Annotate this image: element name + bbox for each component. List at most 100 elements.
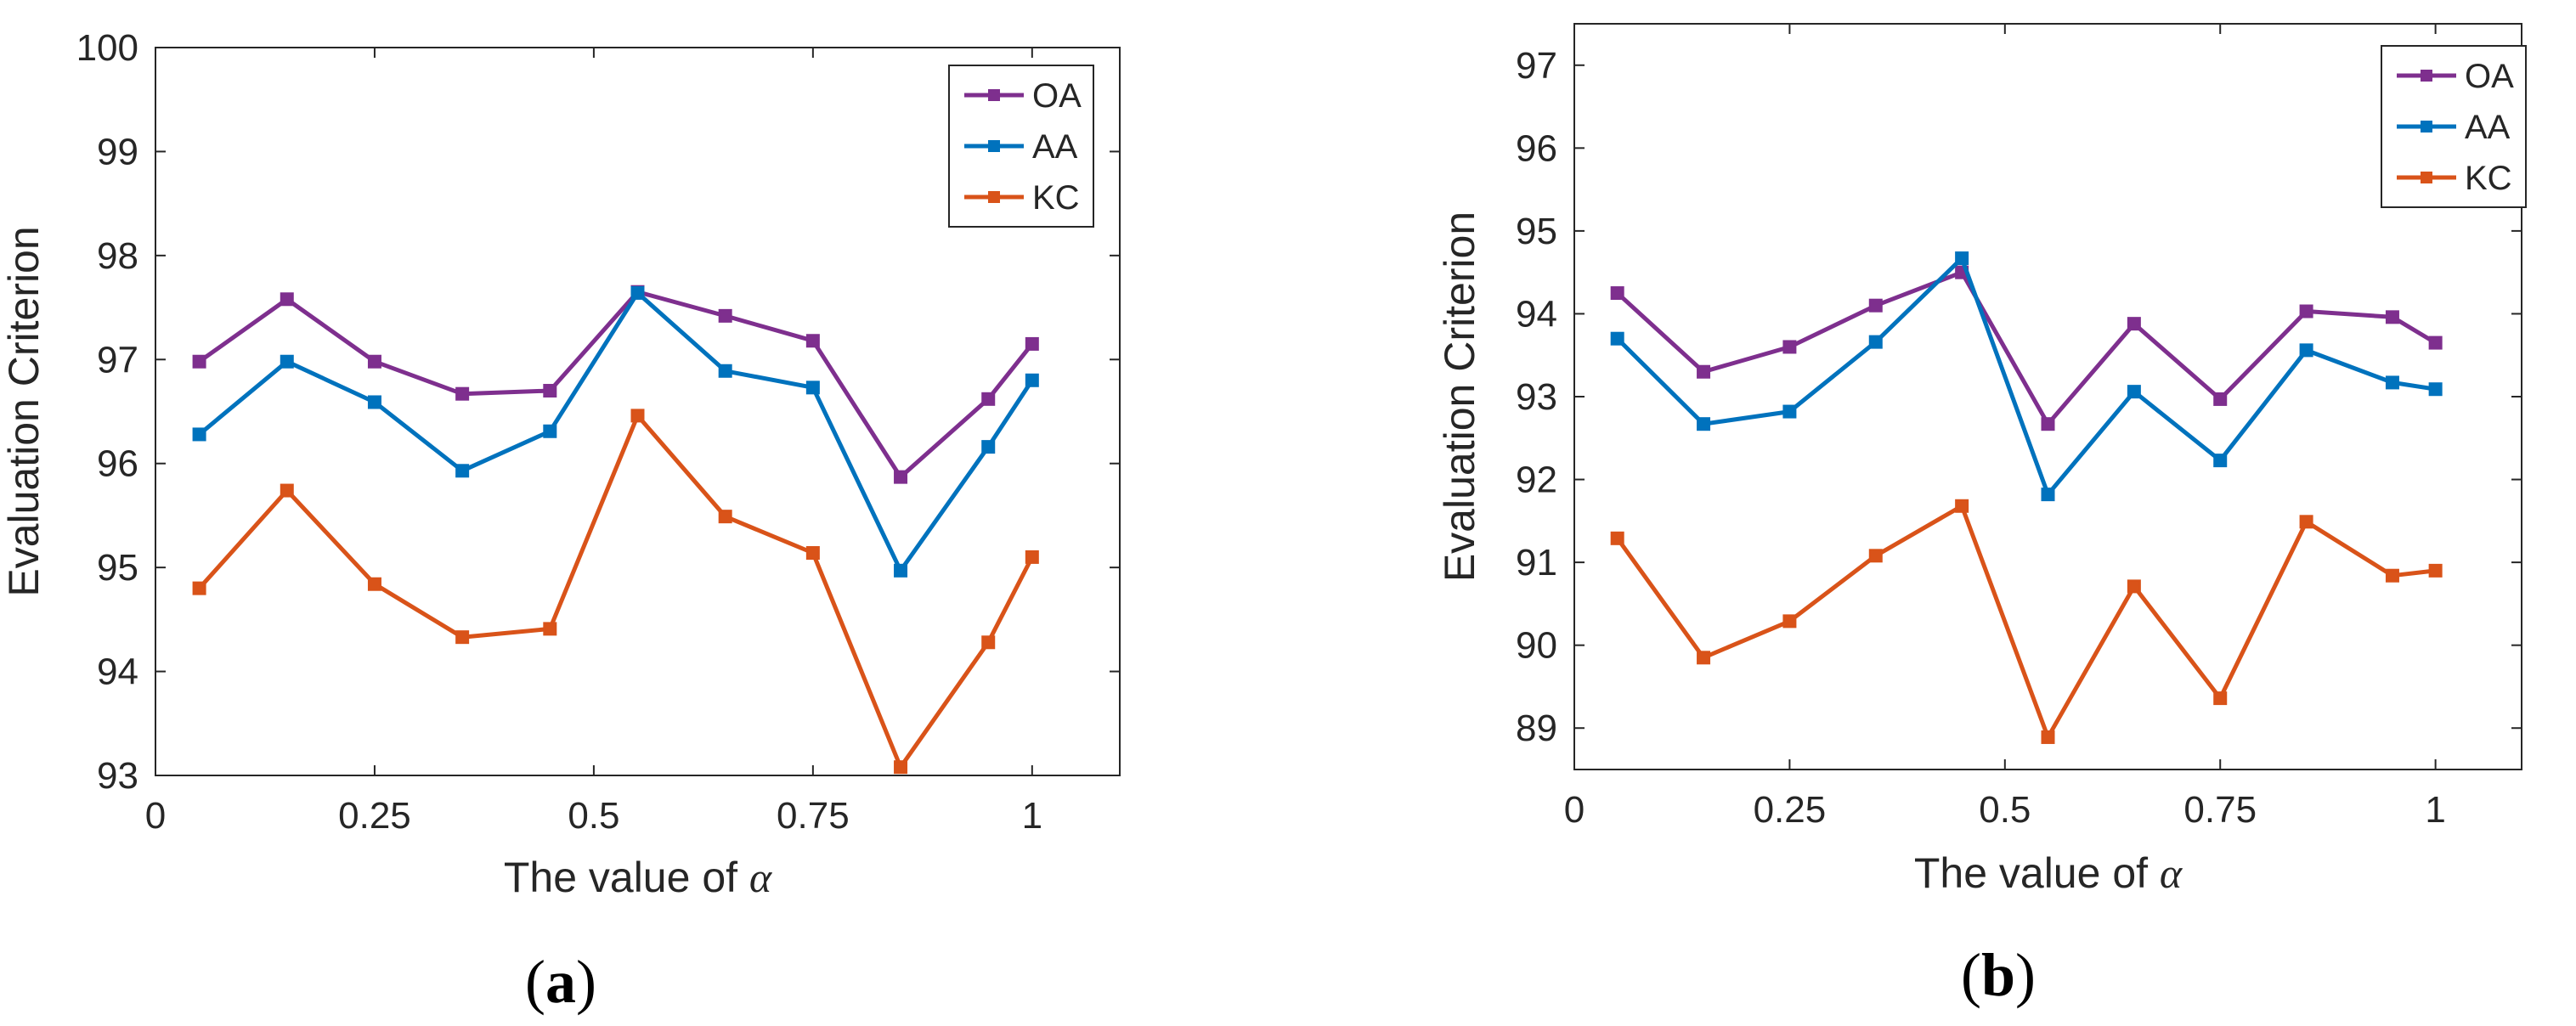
y-tick-label: 94 xyxy=(1516,293,1557,335)
data-point-kc xyxy=(1697,651,1711,665)
data-point-kc xyxy=(2385,568,2399,583)
data-point-oa xyxy=(2385,310,2399,324)
data-point-kc xyxy=(280,483,294,498)
data-point-kc xyxy=(1782,614,1797,629)
legend-marker-aa xyxy=(988,140,1000,152)
data-point-oa xyxy=(2127,317,2141,331)
data-point-oa xyxy=(543,384,557,398)
legend-label-kc: KC xyxy=(2465,160,2512,197)
data-point-aa xyxy=(2213,454,2228,468)
panel-label: (b) xyxy=(1961,941,2036,1009)
x-axis-title: The value of α xyxy=(504,854,773,901)
y-tick-label: 92 xyxy=(1516,459,1557,501)
data-point-oa xyxy=(1782,340,1797,354)
data-point-oa xyxy=(455,386,470,401)
data-point-aa xyxy=(718,364,732,378)
x-tick-label: 0.75 xyxy=(2183,789,2257,831)
data-point-oa xyxy=(367,354,381,369)
data-point-aa xyxy=(1782,404,1797,419)
data-point-oa xyxy=(1697,364,1711,379)
data-point-oa xyxy=(2213,392,2228,406)
legend-label-oa: OA xyxy=(1032,77,1082,115)
data-point-oa xyxy=(1868,298,1883,313)
data-point-kc xyxy=(894,760,908,775)
data-point-kc xyxy=(805,546,820,561)
legend-marker-aa xyxy=(2421,121,2432,132)
data-point-oa xyxy=(1025,336,1039,351)
data-point-kc xyxy=(2213,691,2228,706)
data-point-kc xyxy=(1025,550,1039,564)
x-tick-label: 1 xyxy=(2425,789,2445,831)
panel-label-letter: b xyxy=(1981,941,2015,1009)
data-point-oa xyxy=(894,470,908,484)
data-point-aa xyxy=(2428,382,2443,397)
data-point-kc xyxy=(2127,579,2141,594)
data-point-aa xyxy=(280,354,294,369)
panel-label: (a) xyxy=(525,948,596,1016)
data-point-kc xyxy=(718,510,732,524)
data-point-oa xyxy=(805,334,820,348)
data-point-aa xyxy=(1610,331,1624,346)
x-tick-label: 0.25 xyxy=(338,795,411,837)
y-tick-label: 91 xyxy=(1516,542,1557,583)
data-point-kc xyxy=(543,622,557,636)
x-tick-label: 0.75 xyxy=(777,795,850,837)
data-point-aa xyxy=(192,427,206,442)
data-point-aa xyxy=(805,381,820,395)
plot-area xyxy=(1573,23,2522,770)
data-point-oa xyxy=(2299,304,2313,319)
chart-panel-a: 0 0.25 0.5 0.75 1 93 94 95 96 97 98 99 100 OA AA KC Eval… xyxy=(0,27,1121,1016)
legend-label-oa: OA xyxy=(2465,58,2514,95)
data-point-aa xyxy=(2127,385,2141,399)
data-point-kc xyxy=(2041,730,2055,744)
legend-marker-kc xyxy=(988,191,1000,203)
data-point-aa xyxy=(2041,488,2055,502)
y-tick-label: 95 xyxy=(97,547,138,589)
x-axis-title-symbol: α xyxy=(749,854,773,901)
data-point-oa xyxy=(280,292,294,307)
data-point-oa xyxy=(718,308,732,323)
data-point-kc xyxy=(981,635,996,650)
y-tick-label: 95 xyxy=(1516,211,1557,252)
y-axis-title: Evaluation Criterion xyxy=(0,226,48,596)
y-tick-label: 97 xyxy=(1516,45,1557,87)
data-point-aa xyxy=(1868,335,1883,349)
y-tick-label: 100 xyxy=(76,27,138,69)
data-point-oa xyxy=(981,392,996,406)
y-axis-title: Evaluation Criterion xyxy=(1436,211,1483,582)
data-point-aa xyxy=(894,563,908,578)
x-tick-label: 0.25 xyxy=(1754,789,1827,831)
data-point-aa xyxy=(1697,417,1711,431)
data-point-aa xyxy=(2299,343,2313,358)
y-tick-label: 96 xyxy=(1516,127,1557,169)
y-tick-label: 93 xyxy=(1516,376,1557,418)
y-tick-label: 96 xyxy=(97,443,138,485)
data-point-aa xyxy=(2385,375,2399,390)
data-point-kc xyxy=(1868,549,1883,563)
data-point-kc xyxy=(630,409,645,423)
y-tick-label: 93 xyxy=(97,755,138,797)
data-point-kc xyxy=(1955,499,1969,513)
data-point-aa xyxy=(367,395,381,409)
data-point-aa xyxy=(455,464,470,478)
data-point-aa xyxy=(1955,251,1969,266)
data-point-oa xyxy=(192,354,206,369)
x-axis-title: The value of α xyxy=(1914,849,2183,897)
y-tick-label: 90 xyxy=(1516,625,1557,667)
data-point-kc xyxy=(2299,515,2313,529)
x-tick-label: 0.5 xyxy=(1979,789,2031,831)
x-tick-label: 0 xyxy=(1564,789,1585,831)
legend-label-aa: AA xyxy=(2465,109,2511,146)
data-point-aa xyxy=(981,440,996,454)
y-tick-label: 94 xyxy=(97,651,138,693)
chart-panel-b: 0 0.25 0.5 0.75 1 89 90 91 92 93 94 95 96 97 OA AA KC Eva… xyxy=(1436,23,2527,1009)
legend-marker-oa xyxy=(2421,70,2432,82)
x-axis-title-text: The value of xyxy=(504,854,749,901)
x-axis-title-symbol: α xyxy=(2160,849,2183,897)
data-point-kc xyxy=(2428,563,2443,578)
data-point-aa xyxy=(1025,373,1039,387)
data-point-oa xyxy=(2428,335,2443,350)
legend-label-aa: AA xyxy=(1032,128,1078,166)
y-tick-label: 99 xyxy=(97,131,138,172)
